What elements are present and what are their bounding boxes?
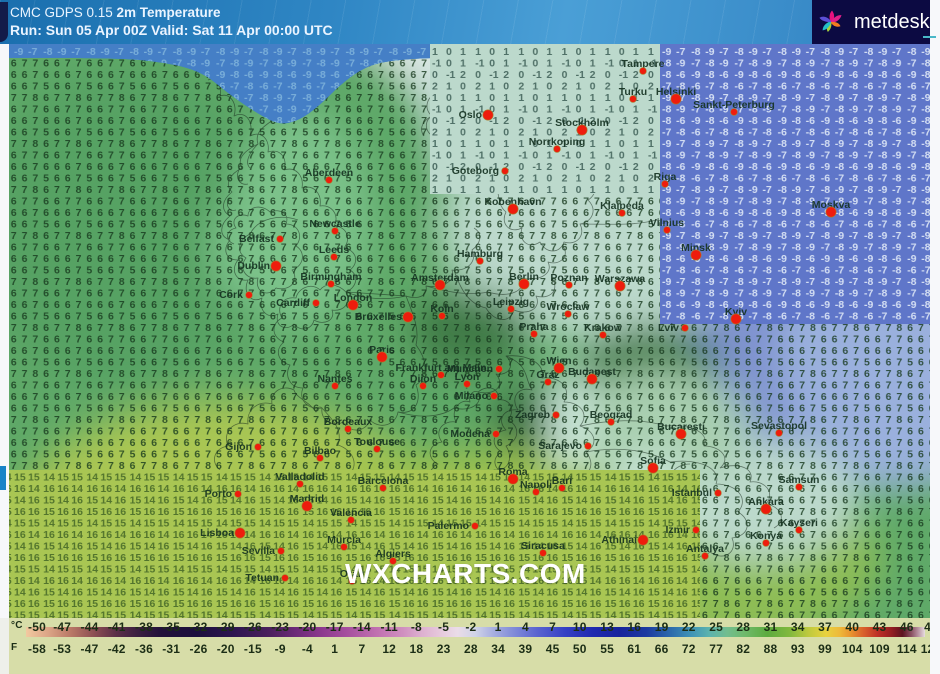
- svg-text:Dublin: Dublin: [237, 260, 270, 272]
- svg-text:Munchen: Munchen: [447, 363, 493, 375]
- svg-text:Gijon: Gijon: [225, 441, 252, 453]
- svg-text:Oslo: Oslo: [459, 109, 482, 121]
- svg-text:Porto: Porto: [205, 488, 232, 500]
- svg-text:Modena: Modena: [450, 428, 490, 440]
- svg-text:Palermo: Palermo: [428, 520, 469, 532]
- svg-text:Belfast: Belfast: [239, 233, 275, 245]
- svg-text:Bruxelles: Bruxelles: [355, 311, 402, 323]
- svg-text:Goteborg: Goteborg: [452, 165, 499, 177]
- svg-text:Sevilla: Sevilla: [242, 545, 275, 557]
- svg-text:Milano: Milano: [455, 390, 488, 402]
- svg-text:Zagreb: Zagreb: [515, 409, 550, 421]
- svg-text:Athinai: Athinai: [601, 534, 637, 546]
- svg-text:Cardiff: Cardiff: [276, 297, 310, 309]
- svg-text:Lviv: Lviv: [658, 322, 679, 334]
- svg-text:Sarajevo: Sarajevo: [538, 440, 582, 452]
- svg-text:Tetuan: Tetuan: [245, 572, 279, 584]
- svg-text:Izmir: Izmir: [665, 524, 690, 536]
- svg-text:Lisboa: Lisboa: [200, 527, 234, 539]
- svg-text:Cork: Cork: [219, 289, 243, 301]
- svg-text:Istanbul: Istanbul: [672, 487, 712, 499]
